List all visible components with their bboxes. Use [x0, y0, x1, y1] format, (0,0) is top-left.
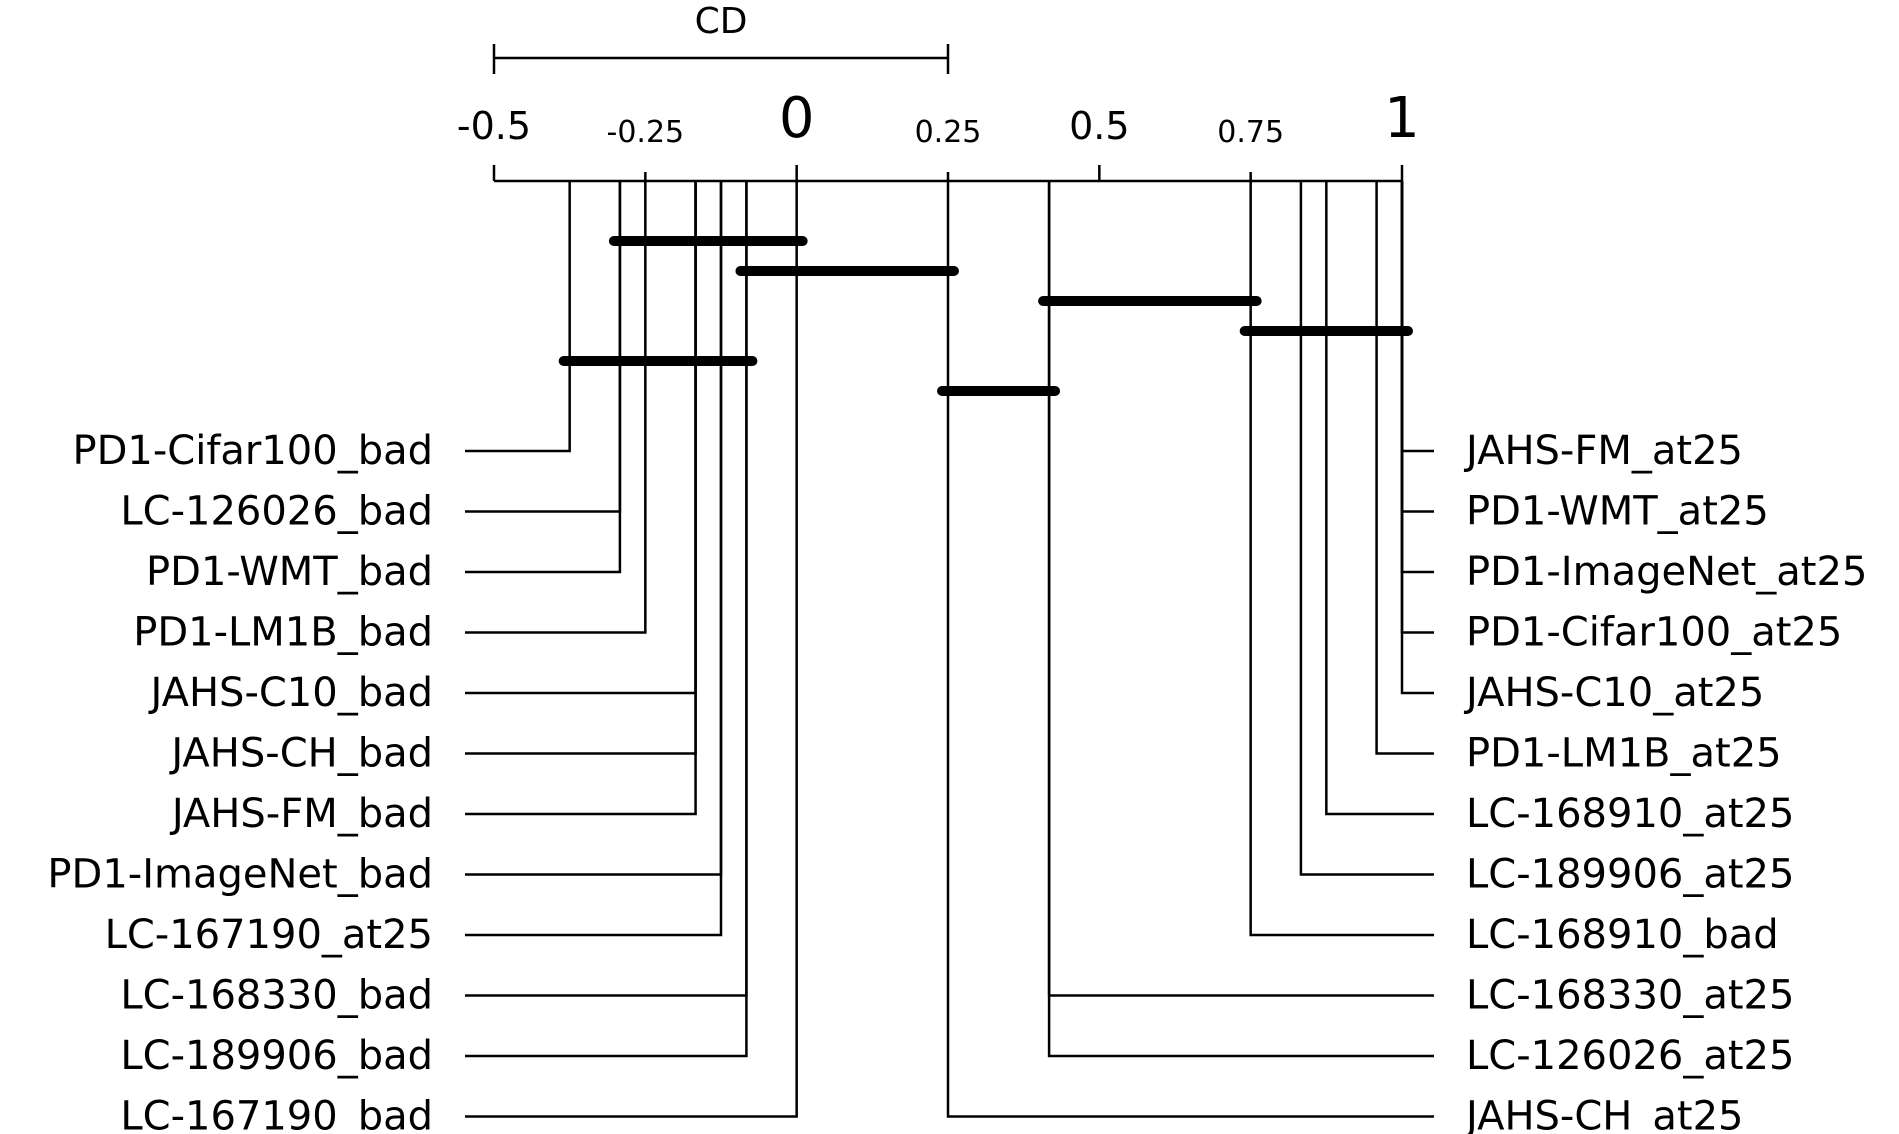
method-label: JAHS-FM_at25 — [1463, 428, 1743, 474]
method-label: PD1-Cifar100_at25 — [1466, 610, 1842, 656]
method-connector — [465, 181, 723, 876]
method-label: LC-126026_bad — [120, 489, 433, 535]
major-tick-label: 0.5 — [1069, 104, 1129, 148]
method-label: PD1-LM1B_at25 — [1466, 731, 1782, 777]
method-label: JAHS-C10_at25 — [1463, 670, 1764, 716]
major-tick-label: 1 — [1384, 86, 1420, 151]
method-connector — [1325, 181, 1434, 816]
method-connector — [1400, 181, 1434, 453]
method-label: LC-189906_bad — [120, 1033, 433, 1079]
method-connector — [1047, 181, 1434, 1058]
method-connector — [465, 181, 798, 1118]
cd-label: CD — [695, 1, 748, 42]
method-connector — [465, 181, 622, 513]
method-label: LC-168330_at25 — [1466, 973, 1794, 1019]
clique-bars — [558, 236, 1413, 396]
method-label: LC-168330_bad — [120, 973, 433, 1019]
method-label: JAHS-CH_bad — [168, 731, 433, 777]
method-label: LC-189906_at25 — [1466, 852, 1794, 898]
major-tick-label: -0.5 — [457, 104, 531, 148]
method-connector — [465, 181, 571, 453]
minor-tick-label: 0.25 — [915, 115, 982, 150]
rank-axis: -0.5 0 0.5 1 -0.25 0.25 0.75 — [457, 86, 1420, 183]
method-connector — [1375, 181, 1434, 755]
major-tick-label: 0 — [779, 86, 815, 151]
method-connector — [946, 181, 1434, 1118]
method-connector — [1400, 181, 1434, 513]
left-method-list: PD1-Cifar100_bad LC-126026_bad PD1-WMT_bad… — [47, 181, 798, 1134]
method-label: LC-168910_bad — [1466, 912, 1779, 958]
right-method-list: JAHS-FM_at25 PD1-WMT_at25 PD1-ImageNet_at2… — [946, 181, 1867, 1134]
minor-tick-label: -0.25 — [607, 115, 685, 150]
cd-indicator: CD — [492, 1, 950, 74]
method-label: PD1-WMT_bad — [146, 549, 433, 595]
method-connector — [1400, 181, 1434, 634]
method-label: LC-167190_bad — [120, 1094, 433, 1134]
method-label: PD1-ImageNet_bad — [47, 852, 433, 898]
method-connector — [1249, 181, 1434, 937]
method-connector — [465, 181, 647, 634]
method-connector — [465, 181, 697, 816]
minor-tick-label: 0.75 — [1217, 115, 1284, 150]
method-connector — [1400, 181, 1434, 695]
method-connector — [465, 181, 697, 755]
method-connector — [465, 181, 748, 1058]
method-connector — [1299, 181, 1434, 876]
method-label: LC-168910_at25 — [1466, 791, 1794, 837]
method-label: JAHS-C10_bad — [148, 670, 433, 716]
method-connector — [465, 181, 723, 937]
method-label: LC-167190_at25 — [105, 912, 433, 958]
method-label: PD1-Cifar100_bad — [72, 428, 433, 474]
method-connector — [465, 181, 622, 574]
method-label: PD1-LM1B_bad — [133, 610, 433, 656]
method-label: PD1-WMT_at25 — [1466, 489, 1769, 535]
method-label: PD1-ImageNet_at25 — [1466, 549, 1867, 595]
method-connector — [465, 181, 697, 695]
method-label: JAHS-FM_bad — [169, 791, 433, 837]
method-label: LC-126026_at25 — [1466, 1033, 1794, 1079]
method-label: JAHS-CH_at25 — [1463, 1094, 1743, 1134]
method-connector — [1400, 181, 1434, 574]
